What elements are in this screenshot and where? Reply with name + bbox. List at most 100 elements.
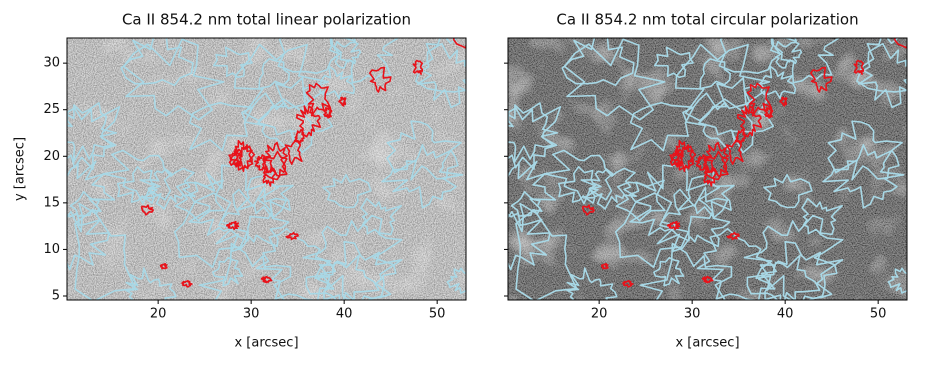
contour xyxy=(718,38,784,74)
contour xyxy=(317,240,403,300)
contour xyxy=(810,66,833,93)
contour xyxy=(323,106,333,119)
contour xyxy=(102,149,173,205)
panel: Ca II 854.2 nm total linear polarization… xyxy=(13,11,467,351)
y-tick-label: 15 xyxy=(43,195,60,210)
contour xyxy=(284,140,303,165)
x-tick-label: 50 xyxy=(429,307,446,322)
contour xyxy=(215,186,290,253)
contour xyxy=(386,120,462,181)
contour xyxy=(181,279,193,288)
contour xyxy=(322,173,372,209)
contour xyxy=(255,227,336,300)
contour xyxy=(801,197,843,236)
contour xyxy=(415,38,466,93)
contour xyxy=(188,160,279,242)
contour xyxy=(260,275,273,284)
contour xyxy=(746,254,821,300)
contour xyxy=(653,46,694,79)
contour xyxy=(188,101,254,152)
contour xyxy=(543,149,614,205)
image xyxy=(508,38,907,300)
contour xyxy=(827,120,903,181)
panel-title: Ca II 854.2 nm total linear polarization xyxy=(122,11,411,29)
y-tick-label: 10 xyxy=(43,242,60,257)
contour xyxy=(212,46,253,79)
x-tick-label: 30 xyxy=(684,307,701,322)
contour xyxy=(67,106,121,170)
y-tick-label: 20 xyxy=(43,149,60,164)
contour xyxy=(614,192,690,268)
contour xyxy=(857,43,907,109)
contour xyxy=(698,77,774,154)
y-axis-label: y [arcsec] xyxy=(13,137,28,201)
contour xyxy=(779,96,788,107)
contour xyxy=(508,106,562,170)
contour xyxy=(258,58,290,90)
contour xyxy=(305,82,331,115)
contour xyxy=(159,263,168,270)
contour xyxy=(737,105,762,138)
contour xyxy=(117,166,161,204)
contour xyxy=(764,106,774,119)
x-tick-label: 30 xyxy=(243,307,260,322)
y-tick-label: 5 xyxy=(52,288,60,303)
contour xyxy=(257,77,333,154)
contour xyxy=(416,43,466,109)
contour xyxy=(338,96,347,107)
contour xyxy=(67,160,116,233)
contour xyxy=(701,275,714,284)
x-tick-label: 40 xyxy=(336,307,353,322)
contour xyxy=(381,144,464,209)
contour xyxy=(581,204,595,216)
contour xyxy=(369,66,392,93)
contour xyxy=(302,214,403,300)
y-tick-label: 30 xyxy=(43,56,60,71)
contour xyxy=(139,167,196,210)
contour xyxy=(296,105,321,138)
contour xyxy=(853,59,865,75)
x-axis-label: x [arcsec] xyxy=(234,336,298,351)
contour xyxy=(305,254,380,300)
contour xyxy=(212,256,244,287)
contour xyxy=(329,38,400,84)
contour xyxy=(656,186,731,253)
contour xyxy=(120,38,194,87)
contour xyxy=(746,82,772,115)
contour xyxy=(125,267,177,300)
contour xyxy=(229,139,253,172)
x-tick-label: 20 xyxy=(150,307,167,322)
contour xyxy=(726,231,740,241)
contour xyxy=(558,166,602,204)
contour xyxy=(446,267,466,294)
contour xyxy=(770,38,841,84)
contour xyxy=(173,192,249,268)
contour xyxy=(254,154,268,171)
contour xyxy=(277,38,343,74)
contour xyxy=(508,102,559,164)
contour xyxy=(677,169,735,218)
contour xyxy=(667,220,681,230)
contour xyxy=(669,148,684,168)
contour xyxy=(226,220,240,230)
contour xyxy=(262,141,288,177)
contour xyxy=(600,263,609,270)
contour xyxy=(508,160,557,233)
contour xyxy=(580,167,637,210)
contour xyxy=(140,204,154,216)
contour xyxy=(412,59,424,75)
contour xyxy=(566,267,618,300)
contour xyxy=(887,267,907,294)
contour xyxy=(674,43,771,122)
contour xyxy=(508,212,551,271)
contour xyxy=(703,141,729,177)
contour xyxy=(563,38,666,121)
x-tick-label: 50 xyxy=(870,307,887,322)
contour xyxy=(699,58,731,90)
y-tick-label: 25 xyxy=(43,102,60,117)
contour xyxy=(695,154,709,171)
contour xyxy=(198,242,292,300)
contour xyxy=(236,169,294,218)
axes-frame xyxy=(507,37,908,301)
